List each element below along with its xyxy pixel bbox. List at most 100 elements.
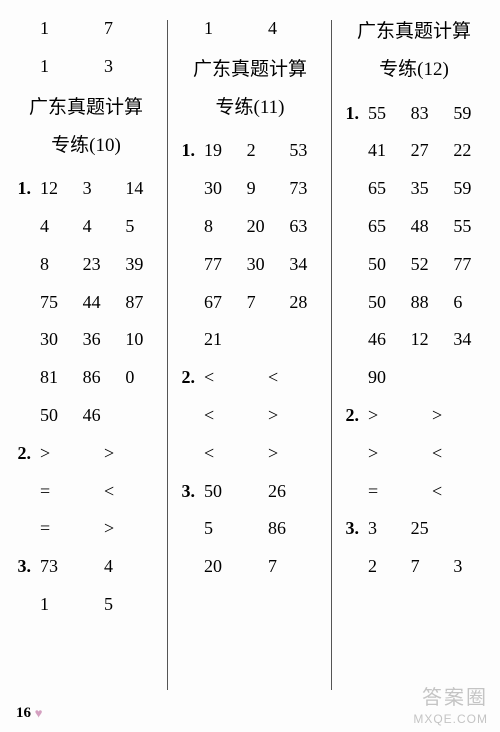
- data-row: =<: [338, 473, 490, 511]
- cell: 63: [283, 208, 326, 246]
- row-label: [338, 246, 362, 284]
- cell: [241, 321, 284, 359]
- data-row: 2.>>: [338, 397, 490, 435]
- column-2: 广东真题计算专练(12)1.55835941272265355965485550…: [332, 10, 496, 700]
- cells: 90: [362, 359, 490, 397]
- cell: 22: [447, 132, 490, 170]
- cells: <>: [198, 435, 326, 473]
- row-label: [338, 435, 362, 473]
- cells: =<: [362, 473, 490, 511]
- column-1: 14广东真题计算专练(11)1.192533097382063773034677…: [168, 10, 332, 700]
- data-row: =<: [10, 473, 162, 511]
- cell: 12: [405, 321, 448, 359]
- row-label: [10, 510, 34, 548]
- cell: 30: [241, 246, 284, 284]
- cells: 412722: [362, 132, 490, 170]
- cells: 558359: [362, 95, 490, 133]
- cell: 59: [447, 95, 490, 133]
- cell: 12: [34, 170, 77, 208]
- cell: >: [362, 397, 426, 435]
- cells: 12314: [34, 170, 162, 208]
- cell: 39: [119, 246, 162, 284]
- row-label: [174, 548, 198, 586]
- data-row: ><: [338, 435, 490, 473]
- cells: 13: [34, 48, 162, 86]
- cells: 5026: [198, 473, 326, 511]
- cell: =: [34, 510, 98, 548]
- data-row: 81860: [10, 359, 162, 397]
- cell: 86: [262, 510, 326, 548]
- data-row: 773034: [174, 246, 326, 284]
- watermark-sub: MXQE.COM: [413, 712, 488, 726]
- cell: 67: [198, 284, 241, 322]
- cell: 34: [283, 246, 326, 284]
- page-footer: 16 ♥: [16, 705, 42, 722]
- cell: >: [362, 435, 426, 473]
- cells: 303610: [34, 321, 162, 359]
- cell: 65: [362, 170, 405, 208]
- page-number: 16: [16, 705, 31, 721]
- row-label: [338, 132, 362, 170]
- data-row: <>: [174, 397, 326, 435]
- page-columns: 1713广东真题计算专练(10)1.1231444582339754487303…: [0, 0, 500, 700]
- cell: [405, 359, 448, 397]
- cell: 46: [77, 397, 120, 435]
- cells: 586: [198, 510, 326, 548]
- data-row: 754487: [10, 284, 162, 322]
- cell: 25: [405, 510, 448, 548]
- cells: ><: [362, 435, 490, 473]
- cell: 1: [34, 586, 98, 624]
- cell: 50: [34, 397, 77, 435]
- row-label: 2.: [10, 435, 34, 473]
- column-0: 1713广东真题计算专练(10)1.1231444582339754487303…: [4, 10, 168, 700]
- cells: =<: [34, 473, 162, 511]
- cell: [447, 359, 490, 397]
- data-row: 82339: [10, 246, 162, 284]
- cell: 36: [77, 321, 120, 359]
- cell: 77: [447, 246, 490, 284]
- cell: <: [426, 473, 490, 511]
- data-row: 2.>>: [10, 435, 162, 473]
- data-row: 3.325: [338, 510, 490, 548]
- cell: >: [98, 510, 162, 548]
- cell: =: [34, 473, 98, 511]
- cell: 28: [283, 284, 326, 322]
- cell: 34: [447, 321, 490, 359]
- cell: 4: [98, 548, 162, 586]
- cells: 50886: [362, 284, 490, 322]
- row-label: 2.: [174, 359, 198, 397]
- cell: [119, 397, 162, 435]
- row-label: [174, 10, 198, 48]
- data-row: =>: [10, 510, 162, 548]
- data-row: 13: [10, 48, 162, 86]
- cell: 8: [34, 246, 77, 284]
- cells: 505277: [362, 246, 490, 284]
- row-label: 1.: [10, 170, 34, 208]
- data-row: 1.558359: [338, 95, 490, 133]
- cells: 5046: [34, 397, 162, 435]
- cells: 15: [34, 586, 162, 624]
- section-title: 广东真题计算: [174, 54, 326, 86]
- cell: 87: [119, 284, 162, 322]
- row-label: 3.: [174, 473, 198, 511]
- section-title: 广东真题计算: [10, 92, 162, 124]
- cell: 30: [34, 321, 77, 359]
- cell: [283, 321, 326, 359]
- row-label: [338, 359, 362, 397]
- cell: 35: [405, 170, 448, 208]
- cell: 88: [405, 284, 448, 322]
- row-label: [174, 208, 198, 246]
- cell: 7: [405, 548, 448, 586]
- cells: 81860: [34, 359, 162, 397]
- cell: 7: [241, 284, 284, 322]
- cell: <: [198, 397, 262, 435]
- cells: 82339: [34, 246, 162, 284]
- data-row: 2.<<: [174, 359, 326, 397]
- section-title: 广东真题计算: [338, 16, 490, 48]
- section-subtitle: 专练(12): [338, 54, 490, 86]
- row-label: [338, 473, 362, 511]
- row-label: 3.: [338, 510, 362, 548]
- cell: 7: [98, 10, 162, 48]
- data-row: 82063: [174, 208, 326, 246]
- data-row: 654855: [338, 208, 490, 246]
